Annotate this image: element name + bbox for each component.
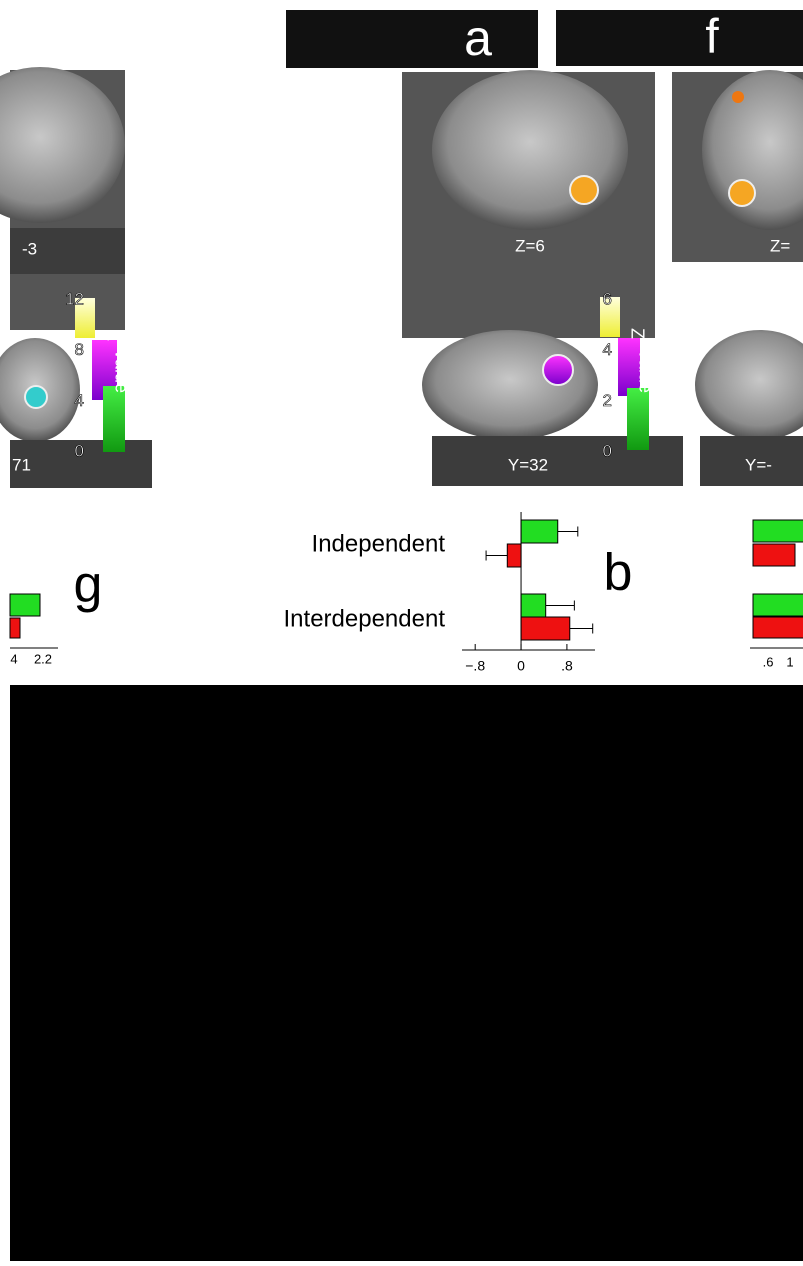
slice-label: Y=- — [745, 455, 772, 474]
brain-image — [422, 330, 598, 440]
colorbar-title: value — [635, 350, 655, 393]
bar — [507, 544, 521, 567]
x-tick-label: 0 — [517, 658, 525, 674]
page: a f -3 Z=6 Z= 71 Y=32 Y=- Z value Z valu… — [0, 0, 803, 1261]
colorbar-segment — [627, 388, 649, 450]
slice-label: Z=6 — [515, 236, 545, 255]
figure: a f -3 Z=6 Z= 71 Y=32 Y=- Z value Z valu… — [0, 0, 803, 1261]
brain-image — [695, 330, 803, 440]
bar — [753, 544, 795, 566]
activation — [732, 91, 744, 103]
panel-label: f — [705, 11, 719, 64]
blank-area — [10, 685, 803, 1261]
colorbar-tick-label: 12 — [65, 289, 84, 308]
colorbar-tick-label: 8 — [75, 340, 84, 359]
y-tick-label: Independent — [312, 530, 446, 557]
slice-label: 71 — [12, 455, 31, 474]
slice-label: -3 — [22, 239, 37, 258]
x-tick-label: −.8 — [465, 658, 485, 674]
panel-label: b — [604, 544, 633, 602]
x-tick-label: 4 — [10, 651, 17, 666]
bar — [753, 520, 803, 542]
bar — [521, 520, 558, 543]
panel-label: a — [464, 10, 492, 66]
bar — [10, 618, 20, 638]
panel-label: g — [74, 556, 103, 614]
x-tick-label: .8 — [561, 658, 573, 674]
colorbar-title: value — [111, 350, 131, 393]
colorbar-tick-label: 4 — [603, 340, 612, 359]
slice-label: Y=32 — [508, 455, 548, 474]
colorbar-title: Z — [627, 328, 647, 339]
activation — [570, 176, 598, 204]
x-tick-label: .6 — [763, 654, 774, 669]
brain-image — [432, 70, 628, 230]
colorbar-segment — [103, 386, 125, 452]
x-tick-label: 1 — [786, 654, 793, 669]
activation — [25, 386, 47, 408]
header-box — [556, 10, 803, 66]
bar — [10, 594, 40, 616]
x-tick-label: 2.2 — [34, 651, 52, 666]
colorbar-tick-label: 0 — [603, 441, 612, 460]
colorbar-title: Z — [103, 330, 123, 341]
bar — [753, 617, 803, 638]
activation — [543, 355, 573, 385]
activation — [729, 180, 755, 206]
y-tick-label: Interdependent — [284, 605, 446, 632]
colorbar-tick-label: 6 — [603, 289, 612, 308]
bar — [521, 594, 546, 617]
header-box — [286, 10, 538, 68]
bar — [753, 594, 803, 616]
slice-label: Z= — [770, 236, 790, 255]
colorbar-tick-label: 0 — [75, 441, 84, 460]
bar — [521, 617, 570, 640]
colorbar-tick-label: 4 — [75, 391, 84, 410]
colorbar-tick-label: 2 — [603, 391, 612, 410]
